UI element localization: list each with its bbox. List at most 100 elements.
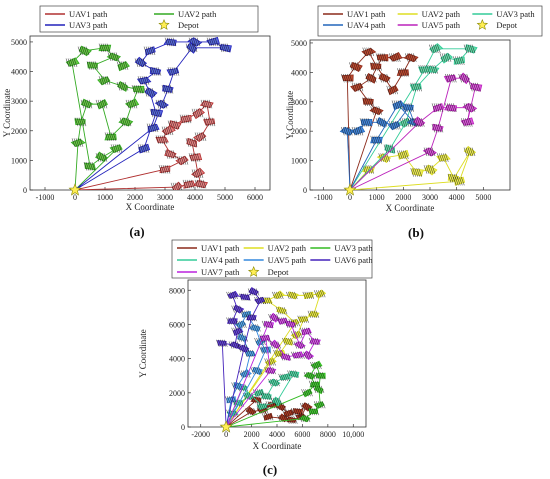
legend-entry: UAV4 path — [177, 255, 240, 265]
waypoint-hatch — [405, 68, 409, 77]
waypoint-hatch — [437, 103, 442, 112]
waypoint-hatch — [216, 339, 220, 347]
waypoint-hatch — [391, 144, 396, 154]
waypoint-hatch — [409, 53, 413, 62]
waypoint-hatch — [178, 182, 182, 190]
waypoint-hatch — [361, 118, 366, 127]
waypoint-hatch — [295, 370, 299, 378]
waypoint-hatch — [234, 291, 238, 300]
waypoint-hatch — [389, 120, 393, 130]
waypoint-hatch — [67, 58, 72, 68]
waypoint-hatch — [218, 43, 223, 53]
waypoint-hatch — [265, 334, 269, 342]
x-axis-title: X Coordinate — [126, 202, 175, 212]
waypoint-area — [392, 100, 405, 111]
x-tick-label: 2000 — [395, 193, 411, 202]
waypoint-hatch — [304, 414, 309, 423]
plot-content — [65, 36, 232, 190]
waypoint-hatch — [88, 61, 93, 70]
waypoint-hatch — [107, 52, 112, 62]
waypoint-hatch — [441, 153, 445, 162]
waypoint-hatch — [191, 108, 196, 118]
chart-panel-3: -2000 0 2000 4000 6000 8000 10,000 0 2000 4000 600… — [138, 239, 373, 477]
x-tick-label: 1000 — [369, 193, 385, 202]
x-tick-label: 1000 — [97, 193, 113, 202]
waypoint-hatch — [173, 67, 178, 76]
waypoint-hatch — [108, 132, 113, 142]
waypoint-hatch — [390, 85, 394, 95]
waypoint-hatch — [266, 296, 271, 305]
waypoint-hatch — [154, 123, 159, 133]
waypoint-hatch — [439, 103, 444, 112]
waypoint-hatch — [78, 117, 83, 127]
waypoint-hatch — [264, 402, 269, 411]
waypoint-hatch — [463, 103, 468, 112]
waypoint-hatch — [362, 165, 366, 174]
waypoint-hatch — [259, 334, 263, 342]
waypoint-hatch — [321, 401, 326, 409]
waypoint-hatch — [161, 84, 166, 94]
chart-panel-1: -1000 0 1000 2000 3000 4000 5000 6000 0 1000 2000 3… — [2, 5, 271, 239]
waypoint-hatch — [240, 370, 245, 378]
waypoint-hatch — [98, 76, 103, 85]
waypoint-hatch — [380, 73, 384, 83]
waypoint-hatch — [195, 108, 200, 118]
waypoint-hatch — [371, 73, 375, 83]
waypoint-hatch — [316, 337, 321, 346]
waypoint-hatch — [90, 61, 95, 70]
waypoint-hatch — [283, 307, 288, 315]
waypoint-hatch — [226, 396, 231, 404]
x-tick-label: -1000 — [314, 193, 333, 202]
waypoint-hatch — [413, 53, 417, 62]
y-tick-label: 3000 — [291, 98, 307, 107]
waypoint-hatch — [263, 334, 267, 342]
waypoint-hatch — [314, 361, 318, 370]
waypoint-hatch — [244, 370, 249, 378]
waypoint-hatch — [193, 169, 198, 179]
waypoint-hatch — [95, 99, 100, 109]
waypoint-hatch — [189, 138, 194, 147]
waypoint-hatch — [425, 147, 430, 157]
waypoint-hatch — [399, 118, 404, 127]
waypoint-hatch — [403, 68, 407, 77]
waypoint-hatch — [292, 291, 296, 300]
waypoint-hatch — [471, 103, 476, 112]
waypoint-hatch — [192, 153, 197, 162]
waypoint-hatch — [196, 37, 201, 47]
waypoint-hatch — [269, 413, 274, 421]
waypoint-hatch — [73, 138, 78, 147]
waypoint-hatch — [139, 76, 144, 85]
series-6 — [216, 286, 266, 427]
waypoint-hatch — [290, 337, 294, 346]
waypoint-hatch — [345, 73, 349, 83]
legend-entry: UAV1 path — [323, 9, 386, 19]
waypoint-hatch — [423, 165, 428, 174]
waypoint-hatch — [235, 305, 239, 313]
waypoint-hatch — [347, 73, 351, 83]
series-1 — [341, 47, 419, 190]
waypoint-hatch — [95, 153, 100, 162]
waypoint-hatch — [75, 138, 80, 147]
legend-entry: UAV5 path — [397, 20, 461, 30]
legend: UAV1 path UAV2 path UAV3 path UAV4 path UAV5… — [171, 239, 373, 279]
legend-label: UAV1 path — [347, 9, 386, 19]
panel-label: (a) — [129, 224, 144, 239]
waypoint-hatch — [418, 82, 422, 92]
waypoint-area — [388, 51, 403, 62]
waypoint-hatch — [399, 68, 403, 77]
waypoint-area — [350, 83, 364, 93]
waypoint-hatch — [319, 401, 324, 409]
waypoint-hatch — [162, 164, 167, 174]
waypoint-hatch — [173, 120, 178, 130]
waypoint-hatch — [377, 118, 382, 127]
waypoint-hatch — [307, 327, 312, 335]
waypoint-hatch — [254, 296, 258, 305]
waypoint-hatch — [272, 358, 276, 366]
waypoint-hatch — [292, 320, 297, 329]
waypoint-hatch — [286, 337, 290, 346]
waypoint-hatch — [471, 147, 476, 157]
waypoint-hatch — [318, 361, 322, 370]
waypoint-hatch — [455, 176, 459, 186]
panel-label: (b) — [408, 225, 424, 240]
waypoint-hatch — [379, 53, 384, 62]
